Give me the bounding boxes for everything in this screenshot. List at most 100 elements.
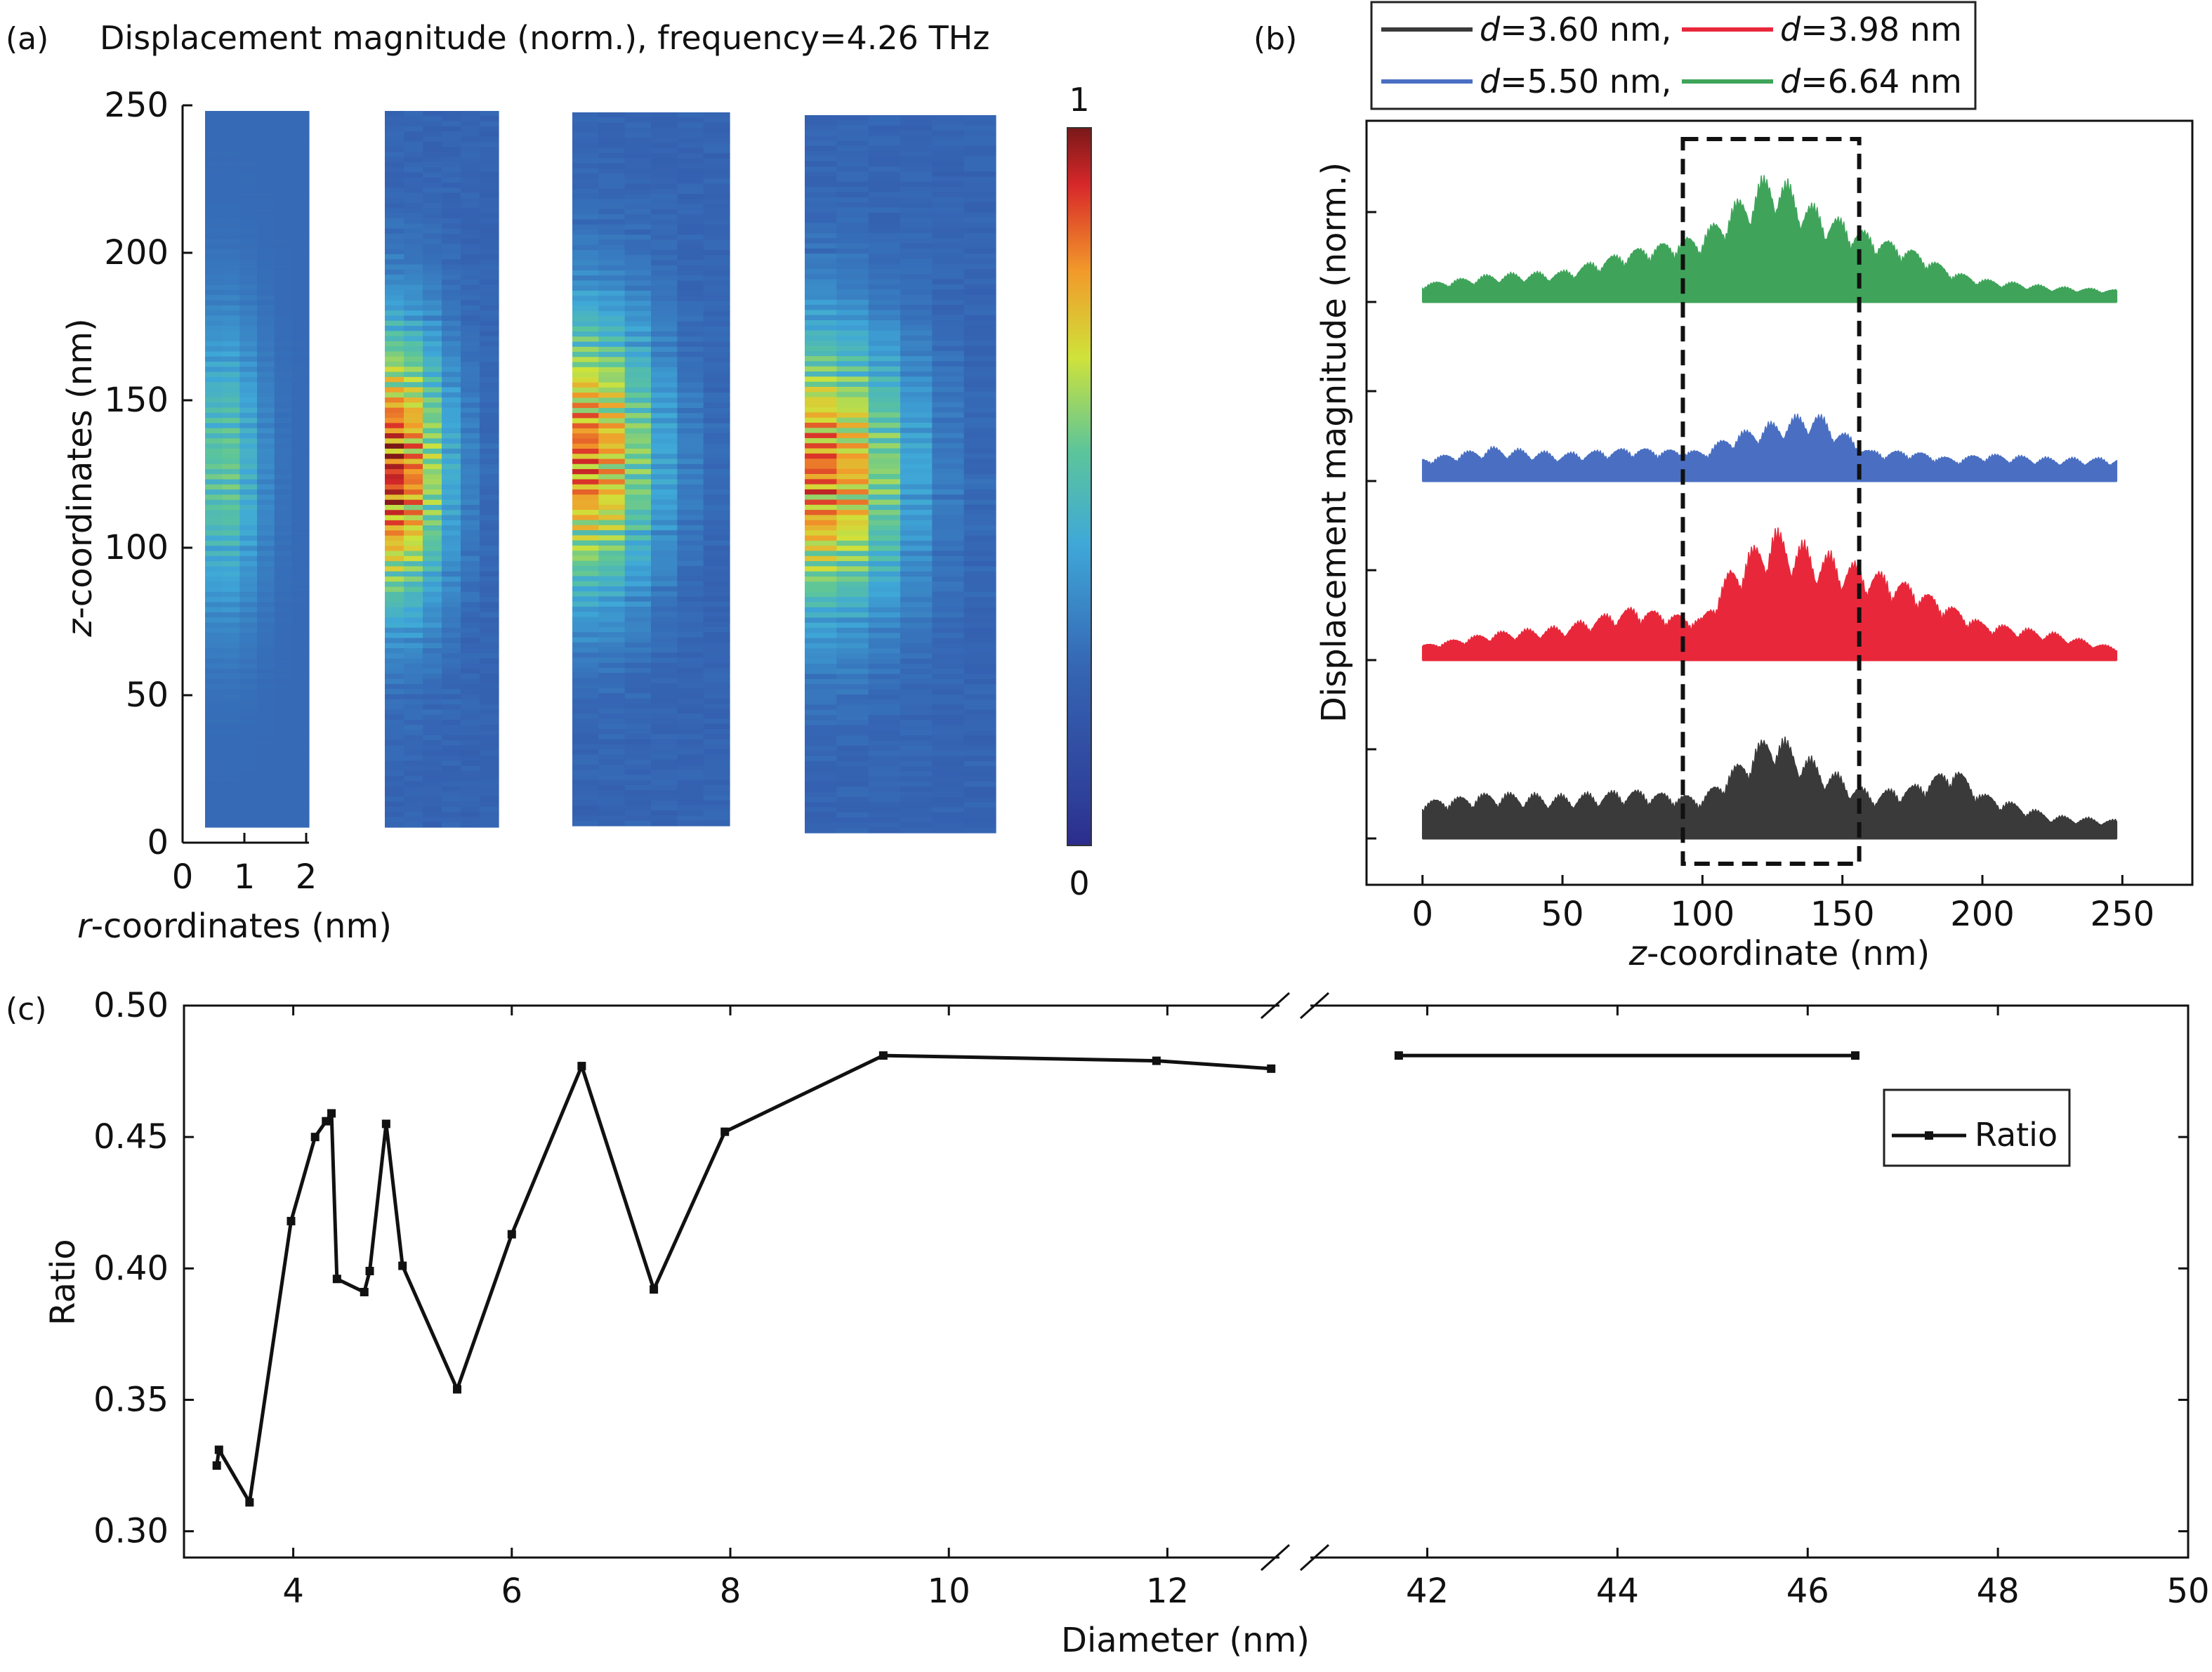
- heatmap-cell: [257, 223, 275, 230]
- heatmap-cell: [703, 331, 730, 337]
- heatmap-cell: [257, 720, 275, 725]
- heatmap-cell: [677, 209, 704, 215]
- heatmap-cell: [703, 632, 730, 638]
- heatmap-cell: [932, 463, 965, 470]
- heatmap-cell: [677, 683, 704, 689]
- heatmap-cell: [703, 479, 730, 485]
- heatmap-cell: [805, 468, 837, 475]
- heatmap-cell: [836, 412, 869, 419]
- heatmap-cell: [385, 141, 404, 147]
- heatmap-cell: [868, 171, 901, 178]
- heatmap-cell: [442, 756, 461, 761]
- heatmap-cell: [868, 417, 901, 423]
- heatmap-cell: [291, 489, 310, 496]
- heatmap-cell: [442, 745, 461, 751]
- heatmap-cell: [442, 469, 461, 475]
- heatmap-cell: [404, 315, 423, 322]
- heatmap-cell: [932, 658, 965, 664]
- heatmap-cell: [461, 428, 480, 434]
- heatmap-cell: [222, 167, 240, 173]
- heatmap-cell: [205, 371, 223, 378]
- heatmap-cell: [442, 720, 461, 725]
- heatmap-cell: [900, 428, 933, 434]
- heatmap-cell: [703, 555, 730, 562]
- heatmap-cell: [274, 801, 292, 808]
- heatmap-cell: [404, 392, 423, 398]
- heatmap-cell: [257, 730, 275, 736]
- heatmap-cell: [963, 115, 996, 121]
- heatmap-cell: [677, 560, 704, 567]
- heatmap-cell: [257, 694, 275, 700]
- heatmap-cell: [900, 238, 933, 244]
- heatmap-cell: [836, 443, 869, 449]
- heatmap-cell: [461, 725, 480, 731]
- heatmap-cell: [274, 561, 292, 567]
- heatmap-cell: [900, 254, 933, 259]
- heatmap-cell: [404, 699, 423, 705]
- heatmap-cell: [442, 249, 461, 255]
- heatmap-cell: [480, 709, 499, 716]
- heatmap-cell: [703, 739, 730, 745]
- heatmap-cell: [257, 673, 275, 680]
- heatmap-cell: [222, 448, 240, 454]
- heatmap-cell: [624, 448, 652, 454]
- heatmap-cell: [963, 263, 996, 270]
- heatmap-cell: [274, 131, 292, 138]
- heatmap-cell: [404, 228, 423, 235]
- heatmap-cell: [442, 290, 461, 296]
- heatmap-cell: [703, 209, 730, 215]
- heatmap-cell: [257, 428, 275, 434]
- heatmap-cell: [572, 352, 599, 357]
- heatmap-cell: [480, 535, 499, 541]
- heatmap-cell: [932, 684, 965, 690]
- heatmap-cell: [598, 112, 626, 118]
- heatmap-cell: [222, 520, 240, 526]
- heatmap-cell: [239, 423, 258, 429]
- heatmap-cell: [932, 751, 965, 757]
- heatmap-cell: [624, 754, 652, 761]
- heatmap-cell: [423, 489, 442, 496]
- heatmap-cell: [442, 192, 461, 199]
- heatmap-cell: [900, 402, 933, 408]
- heatmap-cell: [598, 255, 626, 261]
- heatmap-cell: [624, 377, 652, 383]
- heatmap-cell: [461, 356, 480, 362]
- heatmap-cell: [291, 709, 310, 716]
- heatmap-cell: [480, 479, 499, 485]
- panel-b-series-area-2: [1421, 527, 2118, 661]
- heatmap-cell: [480, 228, 499, 235]
- heatmap-cell: [932, 566, 965, 572]
- heatmap-cell: [222, 269, 240, 275]
- heatmap-cell: [677, 581, 704, 587]
- heatmap-cell: [404, 633, 423, 639]
- heatmap-cell: [900, 776, 933, 782]
- heatmap-cell: [461, 152, 480, 158]
- heatmap-cell: [239, 541, 258, 546]
- heatmap-cell: [572, 199, 599, 205]
- heatmap-cell: [291, 382, 310, 388]
- heatmap-cell: [868, 443, 901, 449]
- heatmap-cell: [423, 494, 442, 501]
- heatmap-cell: [598, 346, 626, 353]
- heatmap-cell: [932, 392, 965, 398]
- heatmap-cell: [677, 499, 704, 506]
- heatmap-cell: [932, 525, 965, 531]
- heatmap-cell: [900, 284, 933, 290]
- heatmap-cell: [572, 382, 599, 388]
- heatmap-cell: [222, 397, 240, 403]
- heatmap-cell: [805, 817, 837, 823]
- heatmap-cell: [598, 764, 626, 770]
- heatmap-cell: [836, 479, 869, 485]
- heatmap-cell: [257, 121, 275, 127]
- heatmap-cell: [442, 423, 461, 429]
- heatmap-cell: [677, 316, 704, 322]
- heatmap-cell: [274, 407, 292, 414]
- heatmap-cell: [703, 260, 730, 266]
- heatmap-cell: [963, 335, 996, 341]
- heatmap-cell: [963, 689, 996, 695]
- heatmap-cell: [461, 448, 480, 454]
- heatmap-cell: [291, 658, 310, 664]
- heatmap-cell: [480, 177, 499, 183]
- heatmap-cell: [274, 336, 292, 342]
- heatmap-cell: [868, 151, 901, 157]
